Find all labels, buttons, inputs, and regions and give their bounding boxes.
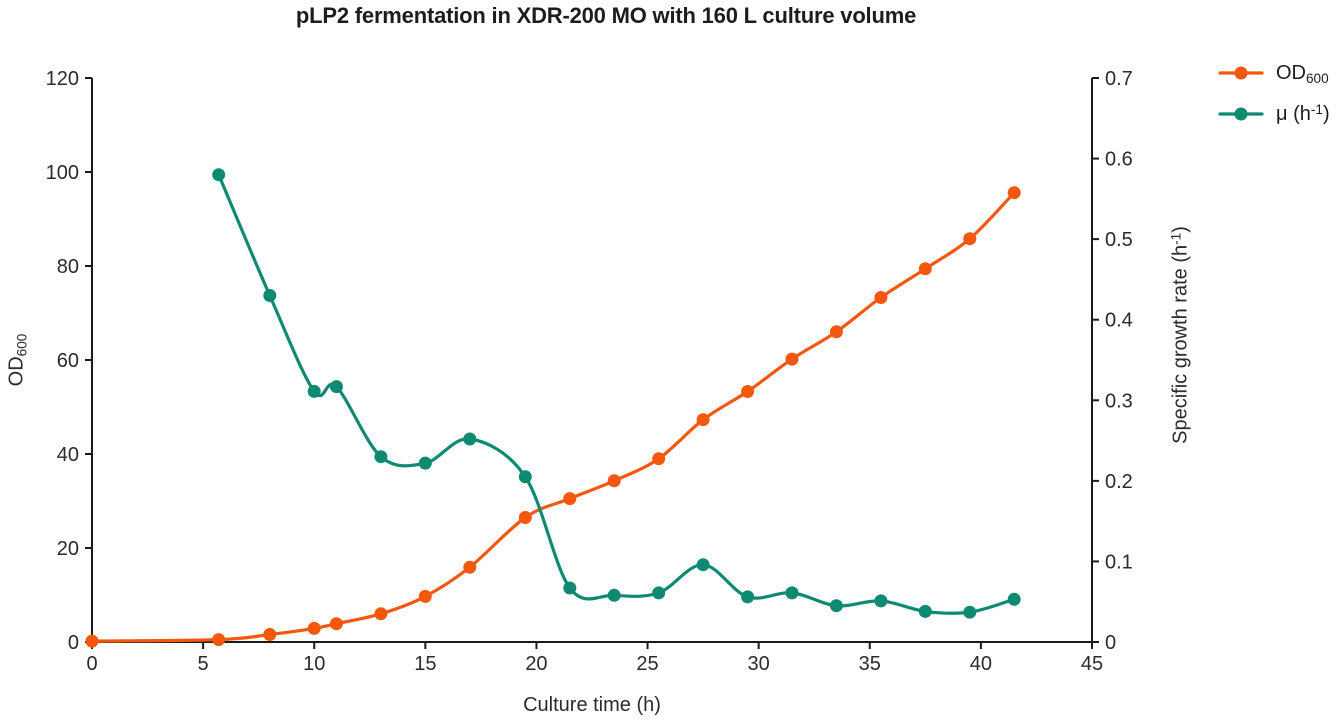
mu-marker-11 (696, 558, 710, 572)
mu-line (217, 173, 1016, 615)
x-tick-label-25: 25 (636, 653, 658, 675)
y-right-tick-label-0.2: 0.2 (1105, 471, 1133, 493)
y-left-tick-label-60: 60 (57, 350, 79, 372)
y-right-tick-label-0.4: 0.4 (1105, 310, 1133, 332)
legend-swatch-od600 (1218, 66, 1264, 80)
x-tick-label-40: 40 (970, 653, 992, 675)
od600-marker-1 (212, 633, 226, 647)
mu-marker-0 (212, 168, 226, 182)
od600-marker-6 (418, 589, 432, 603)
y-right-tick-label-0.7: 0.7 (1105, 68, 1133, 90)
od600-marker-10 (607, 474, 621, 488)
y-left-tick-label-100: 100 (46, 162, 79, 184)
x-tick-label-10: 10 (303, 653, 325, 675)
legend-label-mu-superscript: -1 (1310, 101, 1323, 117)
y-left-tick-label-20: 20 (57, 538, 79, 560)
mu-marker-13 (785, 586, 799, 600)
mu-marker-2 (307, 384, 321, 398)
legend-item-mu: μ (h-1) (1218, 101, 1330, 127)
mu-marker-18 (1007, 592, 1021, 606)
legend-label-mu-post: ) (1322, 102, 1330, 125)
legend-swatch-mu (1218, 107, 1264, 121)
od600-marker-14 (785, 352, 799, 366)
y-axis-label-right-text: Specific growth rate (h (1169, 244, 1192, 444)
x-tick-label-30: 30 (748, 653, 770, 675)
od600-marker-3 (307, 621, 321, 635)
mu-marker-10 (652, 586, 666, 600)
mu-marker-14 (829, 599, 843, 613)
y-axis-label-right: Specific growth rate (h-1) (1168, 226, 1193, 444)
legend-item-od600: OD600 (1218, 60, 1330, 86)
od600-marker-18 (963, 232, 977, 246)
y-left-tick-label-120: 120 (46, 68, 79, 90)
mu-marker-15 (874, 594, 888, 608)
x-tick-label-5: 5 (198, 653, 209, 675)
y-axis-label-right-close: ) (1169, 226, 1192, 233)
x-tick-label-45: 45 (1081, 653, 1103, 675)
mu-marker-6 (463, 432, 477, 446)
od600-marker-17 (918, 262, 932, 276)
x-tick-label-0: 0 (86, 653, 97, 675)
mu-marker-12 (741, 590, 755, 604)
od600-marker-13 (741, 385, 755, 398)
legend-label-od600-subscript: 600 (1306, 70, 1329, 86)
od600-marker-4 (329, 617, 343, 631)
mu-marker-17 (963, 605, 977, 619)
y-right-tick-label-0.6: 0.6 (1105, 149, 1133, 171)
chart-title: pLP2 fermentation in XDR-200 MO with 160… (295, 3, 917, 28)
x-tick-label-35: 35 (859, 653, 881, 675)
legend-label-od600: OD600 (1276, 62, 1329, 85)
od600-marker-0 (85, 634, 99, 648)
od600-marker-8 (518, 511, 532, 524)
legend-label-mu-text: μ (h (1276, 102, 1311, 125)
y-right-tick-label-0: 0 (1105, 632, 1116, 654)
x-tick-label-20: 20 (525, 653, 547, 675)
y-right-tick-label-0.1: 0.1 (1105, 551, 1133, 573)
x-axis-label: Culture time (h) (523, 694, 661, 716)
mu-marker-7 (518, 470, 532, 484)
x-tick-label-15: 15 (414, 653, 436, 675)
legend: OD600 μ (h-1) (1218, 60, 1330, 127)
od600-marker-5 (374, 607, 388, 621)
legend-marker-od600 (1234, 66, 1248, 80)
mu-marker-1 (263, 289, 277, 302)
mu-marker-16 (918, 604, 932, 618)
y-left-tick-label-40: 40 (57, 444, 79, 466)
y-right-tick-label-0.5: 0.5 (1105, 229, 1133, 251)
od600-line (90, 191, 1016, 643)
legend-marker-mu (1234, 107, 1248, 121)
od600-marker-12 (696, 413, 710, 427)
y-axis-label-left-subscript: 600 (14, 333, 30, 357)
y-right-tick-label-0.3: 0.3 (1105, 390, 1133, 412)
od600-marker-19 (1007, 186, 1021, 200)
od600-marker-7 (463, 560, 477, 574)
mu-marker-5 (418, 456, 432, 470)
mu-marker-4 (374, 450, 388, 464)
od600-marker-15 (829, 325, 843, 339)
y-axis-label-left-text: OD (5, 356, 28, 387)
od600-marker-16 (874, 291, 888, 304)
legend-label-od600-text: OD (1276, 61, 1306, 84)
mu-marker-3 (329, 380, 343, 394)
y-axis-label-right-superscript: -1 (1168, 232, 1184, 245)
y-axis-label-left: OD600 (5, 333, 30, 387)
legend-label-mu: μ (h-1) (1276, 101, 1330, 126)
mu-marker-9 (607, 588, 621, 602)
y-left-tick-label-80: 80 (57, 256, 79, 278)
mu-marker-8 (563, 581, 577, 595)
y-left-tick-label-0: 0 (68, 632, 79, 654)
od600-marker-9 (563, 492, 577, 506)
od600-marker-11 (652, 452, 666, 466)
od600-marker-2 (263, 628, 277, 641)
